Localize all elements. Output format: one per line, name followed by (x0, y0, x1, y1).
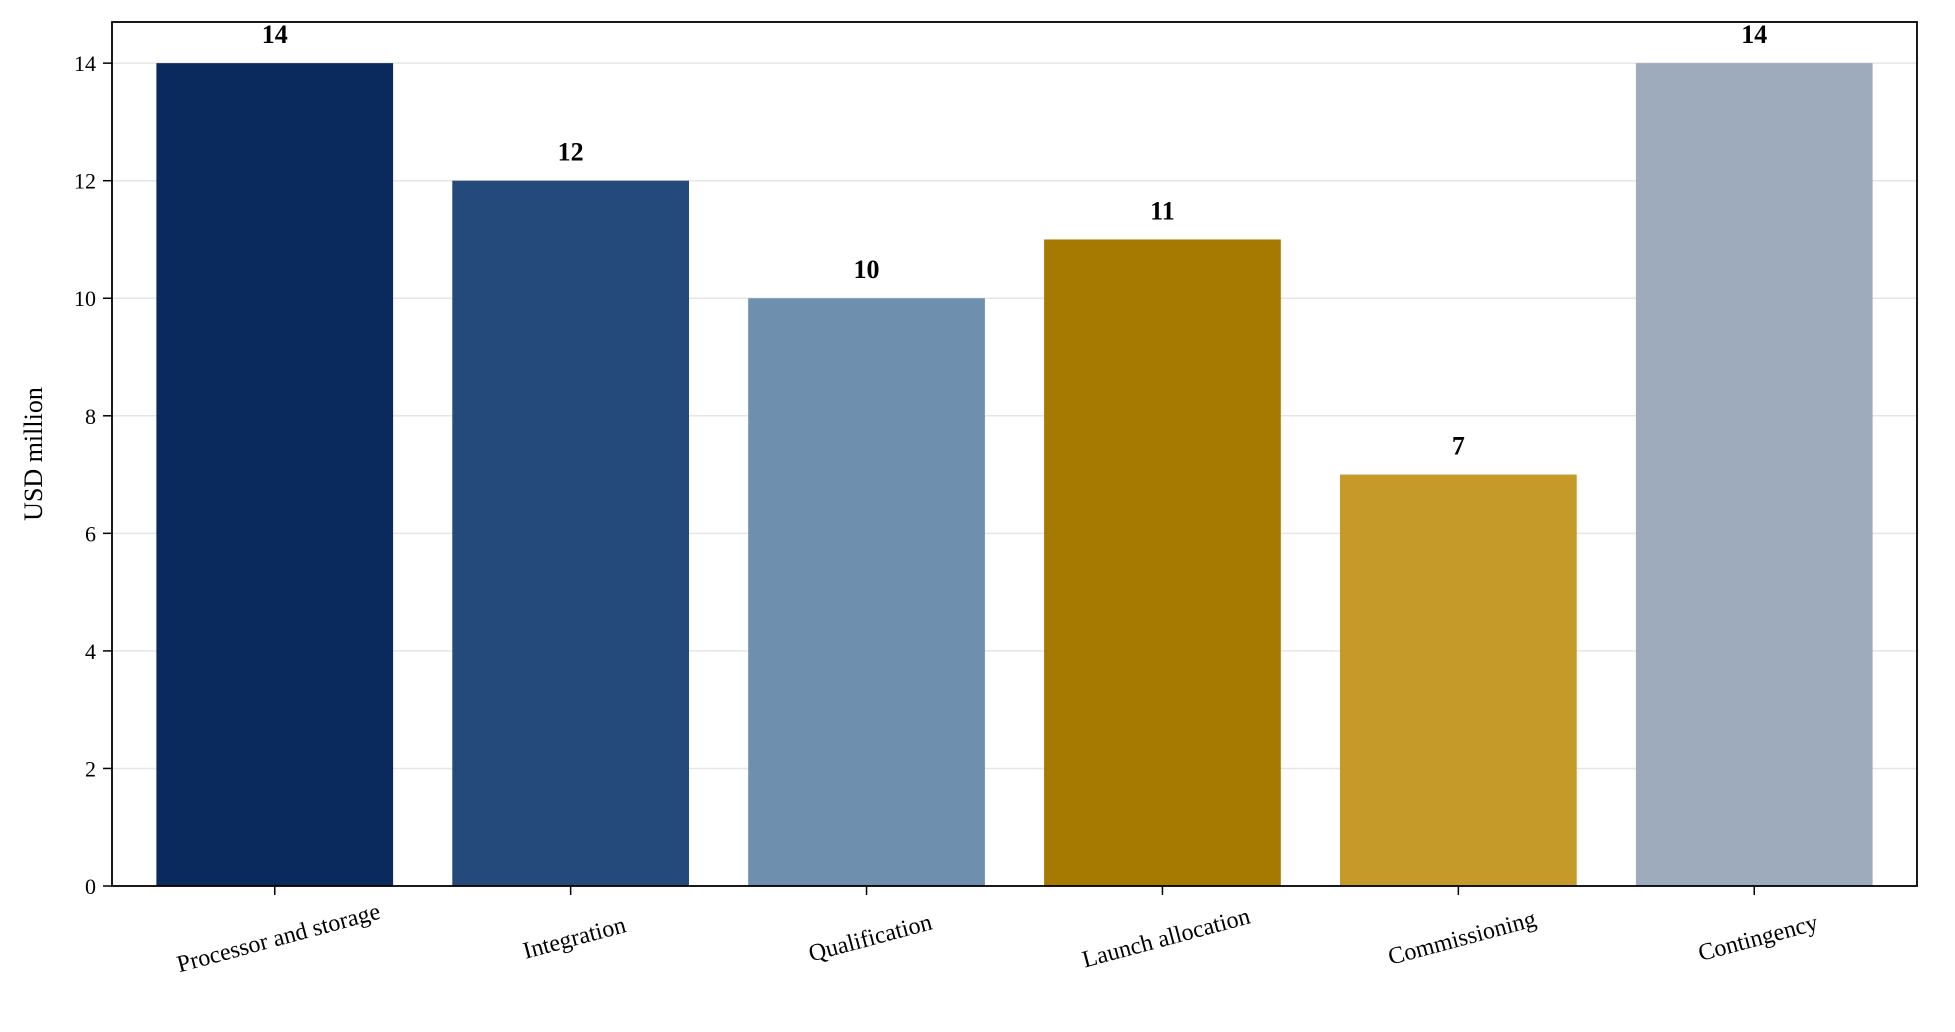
bar (1635, 63, 1873, 886)
x-tick-label: Integration (520, 912, 628, 964)
data-label: 11 (1150, 196, 1175, 225)
y-tick-label: 2 (85, 756, 96, 781)
plot-frame (111, 21, 1918, 887)
data-label: 7 (1452, 432, 1465, 461)
y-tick-label: 4 (85, 639, 96, 664)
bar (1339, 474, 1577, 886)
x-tick-label: Launch allocation (1080, 904, 1253, 974)
data-label: 14 (1741, 20, 1767, 49)
gridlines (112, 62, 1917, 770)
bar (156, 63, 394, 886)
bars (156, 63, 1873, 887)
data-label: 12 (558, 138, 584, 167)
y-tick-label: 8 (85, 404, 96, 429)
y-tick-label: 0 (85, 874, 96, 899)
bar (1044, 239, 1281, 887)
x-tick-label: Qualification (806, 910, 935, 968)
bar (748, 298, 985, 887)
bar (452, 180, 690, 887)
y-tick-label: 10 (74, 286, 96, 311)
y-tick-label: 14 (74, 51, 96, 76)
data-label: 14 (262, 20, 288, 49)
y-tick-label: 6 (85, 521, 96, 546)
x-tick-label: Contingency (1696, 910, 1821, 967)
y-tick-label: 12 (74, 169, 96, 194)
y-axis-label: USD million (19, 387, 48, 521)
data-label: 10 (854, 255, 880, 284)
x-tick-label: Processor and storage (174, 899, 383, 978)
axes (103, 21, 1918, 895)
x-tick-label: Commissioning (1385, 906, 1539, 970)
